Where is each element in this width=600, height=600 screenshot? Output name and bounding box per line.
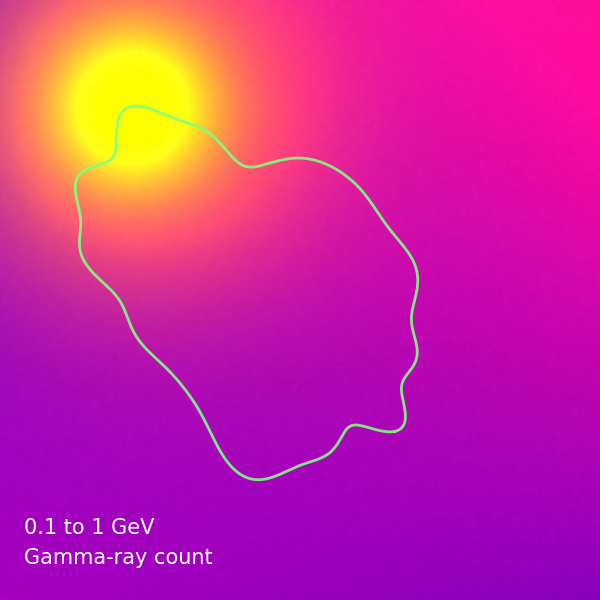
Text: 0.1 to 1 GeV: 0.1 to 1 GeV [24, 518, 154, 538]
Text: Gamma-ray count: Gamma-ray count [24, 548, 212, 568]
